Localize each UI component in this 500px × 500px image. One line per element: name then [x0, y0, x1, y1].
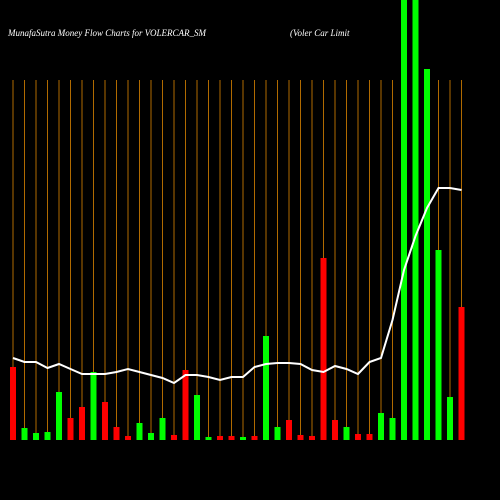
bar: [401, 0, 407, 440]
bar: [44, 432, 51, 440]
bar: [125, 436, 131, 440]
bar: [148, 433, 154, 440]
bar: [21, 428, 28, 440]
bar: [217, 436, 223, 440]
bar: [263, 336, 269, 440]
bar: [79, 407, 85, 440]
bar: [366, 434, 373, 440]
bar: [309, 436, 315, 440]
chart-subtitle: (Voler Car Limit: [290, 28, 350, 38]
bar: [228, 436, 235, 440]
bar: [435, 250, 442, 440]
bar: [205, 437, 212, 440]
bar: [447, 397, 453, 440]
bar: [251, 436, 258, 440]
bar: [332, 420, 338, 440]
bar: [10, 367, 16, 440]
bar: [412, 0, 419, 440]
bar: [67, 418, 74, 440]
bar: [320, 258, 327, 440]
chart-title: MunafaSutra Money Flow Charts for VOLERC…: [7, 28, 206, 38]
bar: [240, 437, 246, 440]
bar: [159, 418, 166, 440]
bar: [102, 402, 108, 440]
bar: [343, 427, 350, 440]
bar: [182, 370, 189, 440]
bar: [113, 427, 120, 440]
bar: [389, 418, 396, 440]
bar: [194, 395, 200, 440]
bar: [424, 69, 430, 440]
bar: [458, 307, 465, 440]
bar: [286, 420, 292, 440]
bar: [171, 435, 177, 440]
bar: [33, 433, 39, 440]
bar: [378, 413, 384, 440]
bar: [274, 427, 281, 440]
money-flow-line: [12, 187, 462, 385]
bar: [297, 435, 304, 440]
bar: [136, 423, 143, 440]
bar: [355, 434, 361, 440]
bar: [56, 392, 62, 440]
bar: [90, 372, 97, 440]
